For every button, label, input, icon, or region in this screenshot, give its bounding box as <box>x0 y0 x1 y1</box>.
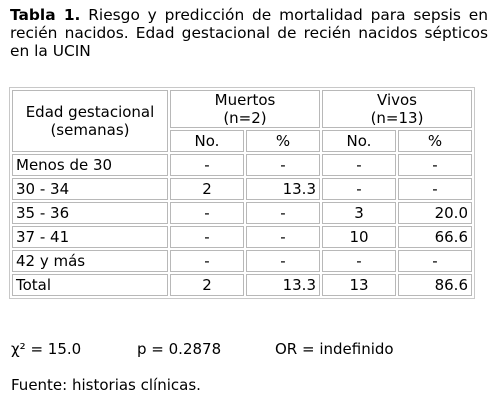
table-cell: - <box>398 178 472 200</box>
row-label: Total <box>12 274 168 296</box>
row-label: 42 y más <box>12 250 168 272</box>
table-cell: - <box>322 250 396 272</box>
subheader-percent: % <box>398 130 472 152</box>
table-cell: 13 <box>322 274 396 296</box>
table-header-row: Edad gestacional (semanas) Muertos (n=2)… <box>12 90 472 152</box>
gestational-age-table: Edad gestacional (semanas) Muertos (n=2)… <box>9 87 475 299</box>
table-subheader-row: No. % No. % <box>12 130 472 152</box>
table-cell: 2 <box>170 274 244 296</box>
table-cell: 13.3 <box>246 274 320 296</box>
table-cell: - <box>170 226 244 248</box>
table-cell: - <box>170 250 244 272</box>
subheader-no: No. <box>322 130 396 152</box>
row-header-cell: Edad gestacional (semanas) <box>12 90 168 152</box>
table-cell: - <box>170 202 244 224</box>
row-label: 37 - 41 <box>12 226 168 248</box>
table-cell: 13.3 <box>246 178 320 200</box>
table-cell: 66.6 <box>398 226 472 248</box>
table-cell: - <box>322 178 396 200</box>
caption-label: Tabla 1. <box>10 6 81 24</box>
row-label: Menos de 30 <box>12 154 168 176</box>
chi-square-value: χ² = 15.0 <box>11 340 82 358</box>
row-label: 30 - 34 <box>12 178 168 200</box>
table-cell: - <box>398 154 472 176</box>
table-cell: 20.0 <box>398 202 472 224</box>
row-header-label: Edad gestacional (semanas) <box>25 103 155 139</box>
p-value: p = 0.2878 <box>137 340 222 358</box>
table-cell: - <box>246 250 320 272</box>
table-cell: 2 <box>170 178 244 200</box>
subheader-percent: % <box>246 130 320 152</box>
group-label: Muertos (n=2) <box>214 91 276 127</box>
table-row: 42 y más - - - - <box>12 250 472 272</box>
subheader-no: No. <box>170 130 244 152</box>
group-header-vivos: Vivos (n=13) <box>322 90 472 128</box>
statistics-line: χ² = 15.0 p = 0.2878 OR = indefinido <box>11 340 394 358</box>
table-cell: 3 <box>322 202 396 224</box>
table-row: Total 2 13.3 13 86.6 <box>12 274 472 296</box>
odds-ratio-value: OR = indefinido <box>275 340 394 358</box>
table-cell: 86.6 <box>398 274 472 296</box>
table-cell: - <box>398 250 472 272</box>
table-cell: - <box>170 154 244 176</box>
source-note: Fuente: historias clínicas. <box>11 376 201 394</box>
group-label: Vivos (n=13) <box>370 91 424 127</box>
table-cell: - <box>246 202 320 224</box>
table-cell: - <box>246 154 320 176</box>
table-cell: 10 <box>322 226 396 248</box>
caption-text: Riesgo y predicción de mortalidad para s… <box>10 6 488 60</box>
group-header-muertos: Muertos (n=2) <box>170 90 320 128</box>
table-caption: Tabla 1. Riesgo y predicción de mortalid… <box>10 6 488 60</box>
table-cell: - <box>322 154 396 176</box>
row-label: 35 - 36 <box>12 202 168 224</box>
table-cell: - <box>246 226 320 248</box>
table-row: 35 - 36- -3 20.0 <box>12 202 472 224</box>
table-row: Menos de 30- - - - <box>12 154 472 176</box>
table-row: 30 - 34 2 13.3- - <box>12 178 472 200</box>
table-row: 37 - 41- -10 66.6 <box>12 226 472 248</box>
